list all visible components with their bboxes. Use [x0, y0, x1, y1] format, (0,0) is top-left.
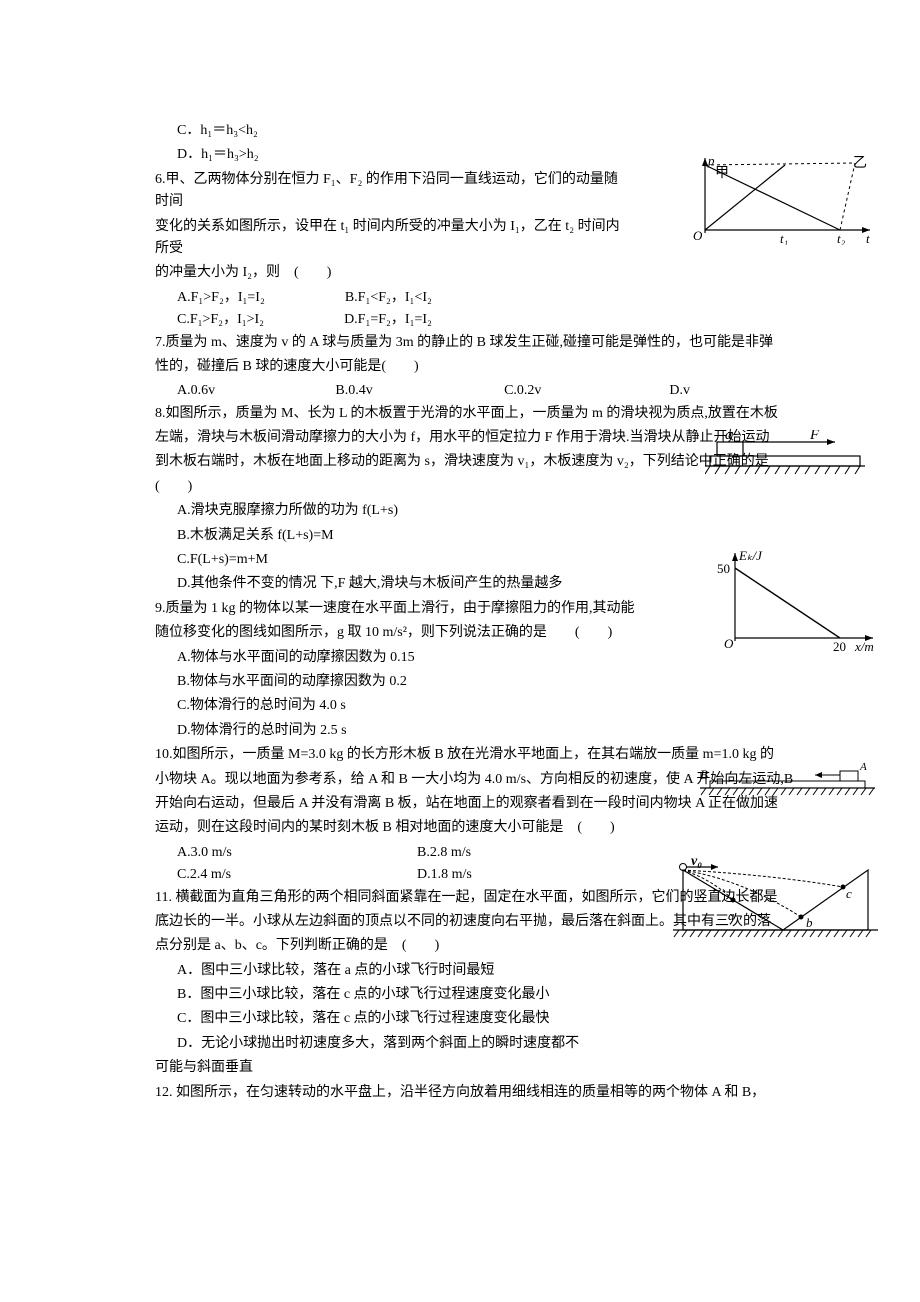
block-on-plank-diagram: B A — [700, 763, 875, 803]
svg-text:20: 20 — [833, 639, 846, 654]
svg-text:甲: 甲 — [715, 166, 729, 181]
q11-option-d2: 可能与斜面垂直 — [155, 1057, 800, 1079]
q6-stem-line1: 6.甲、乙两物体分别在恒力 F₁、F₂ 的作用下沿同一直线运动，它们的动量随时间 — [155, 169, 630, 214]
q11-option-d1: D．无论小球抛出时初速度多大，落到两个斜面上的瞬时速度都不 — [155, 1033, 675, 1055]
q9-option-c: C.物体滑行的总时间为 4.0 s — [155, 695, 800, 717]
q8-option-a: A.滑块克服摩擦力所做的功为 f(L+s) — [155, 500, 800, 522]
q11-diagram: v₀ a b c — [673, 855, 878, 958]
svg-text:x/m: x/m — [854, 639, 874, 654]
q6-diagram: 甲 乙 O t₁ t₂ t p — [690, 155, 875, 253]
q6-stem-line3: 的冲量大小为 I₂，则 ( ) — [155, 262, 630, 284]
q8-option-d: D.其他条件不变的情况 下,F 越大,滑块与木板间产生的热量越多 — [155, 573, 800, 595]
q7-options: A.0.6v B.0.4v C.0.2v D.v — [155, 380, 800, 402]
svg-text:a: a — [728, 908, 735, 923]
svg-text:a: a — [725, 430, 732, 443]
energy-distance-graph: 50 Eₖ/J O 20 x/m — [715, 548, 880, 658]
q7-stem-line1: 7.质量为 m、速度为 v 的 A 球与质量为 3m 的静止的 B 球发生正碰,… — [155, 332, 800, 354]
svg-text:t₁: t₁ — [780, 231, 788, 245]
q9-option-a: A.物体与水平面间的动摩擦因数为 0.15 — [155, 647, 800, 669]
svg-text:t: t — [866, 231, 870, 245]
svg-text:t₂: t₂ — [837, 231, 846, 245]
q6-options-row2: C.F₁>F₂，I₁>I₂ D.F₁=F₂，I₁=I₂ — [155, 309, 800, 331]
q6-options-row1: A.F₁>F₂，I₁=I₂ B.F₁<F₂，I₁<I₂ — [155, 287, 800, 309]
q10-option-c: C.2.4 m/s — [177, 864, 307, 886]
q7-option-a: A.0.6v — [177, 380, 225, 402]
q6-option-a: A.F₁>F₂，I₁=I₂ — [177, 287, 265, 309]
q10-option-a: A.3.0 m/s — [177, 842, 307, 864]
q6-stem-line2: 变化的关系如图所示，设甲在 t₁ 时间内所受的冲量大小为 I₁，乙在 t₂ 时间… — [155, 216, 630, 261]
q8-stem-line1: 8.如图所示，质量为 M、长为 L 的木板置于光滑的水平面上，一质量为 m 的滑… — [155, 403, 800, 425]
q11-option-c: C．图中三小球比较，落在 c 点的小球飞行过程速度变化最快 — [155, 1008, 675, 1030]
q7-option-b: B.0.4v — [335, 380, 394, 402]
text: D．h₁＝h₃>h₂ — [177, 147, 259, 162]
svg-text:p: p — [707, 155, 715, 168]
svg-text:A: A — [859, 763, 867, 773]
q11-option-a: A．图中三小球比较，落在 a 点的小球飞行时间最短 — [155, 960, 675, 982]
q6-option-b: B.F₁<F₂，I₁<I₂ — [345, 287, 432, 309]
q6-option-c: C.F₁>F₂，I₁>I₂ — [177, 309, 264, 331]
q7-stem-line2: 性的，碰撞后 B 球的速度大小可能是( ) — [155, 356, 800, 378]
q8-option-b: B.木板满足关系 f(L+s)=M — [155, 525, 800, 547]
q10-option-d: D.1.8 m/s — [417, 864, 472, 886]
q6-option-d: D.F₁=F₂，I₁=I₂ — [344, 309, 432, 331]
q12-stem-line1: 12. 如图所示，在匀速转动的水平盘上，沿半径方向放着用细线相连的质量相等的两个… — [155, 1082, 805, 1104]
svg-text:c: c — [846, 886, 852, 901]
text: C．h₁＝h₃<h₂ — [177, 123, 258, 138]
q7-option-c: C.0.2v — [504, 380, 559, 402]
svg-text:50: 50 — [717, 561, 730, 576]
svg-text:B: B — [700, 767, 708, 782]
q9-option-d: D.物体滑行的总时间为 2.5 s — [155, 720, 800, 742]
q7-option-d: D.v — [669, 380, 690, 402]
q8-stem-line4: ( ) — [155, 476, 800, 498]
q9-diagram: 50 Eₖ/J O 20 x/m — [715, 548, 880, 666]
q9-stem-line1: 9.质量为 1 kg 的物体以某一速度在水平面上滑行，由于摩擦阻力的作用,其动能 — [155, 598, 650, 620]
q5-option-c: C．h₁＝h₃<h₂ — [155, 120, 800, 142]
momentum-time-graph: 甲 乙 O t₁ t₂ t p — [690, 155, 875, 245]
svg-text:F: F — [809, 430, 820, 443]
q8-diagram: a F — [705, 430, 870, 493]
svg-text:b: b — [806, 915, 813, 930]
block-on-board-diagram: a F — [705, 430, 870, 485]
svg-text:O: O — [724, 636, 734, 651]
svg-text:乙: 乙 — [853, 155, 867, 171]
triangle-projectile-diagram: v₀ a b c — [673, 855, 878, 950]
q10-option-b: B.2.8 m/s — [417, 842, 471, 864]
q10-diagram: B A — [700, 763, 875, 811]
q11-option-b: B．图中三小球比较，落在 c 点的小球飞行过程速度变化最小 — [155, 984, 675, 1006]
svg-text:Eₖ/J: Eₖ/J — [738, 548, 763, 563]
q8-stem-line3: 到木板右端时，木板在地面上移动的距离为 s，滑块速度为 v₁，木板速度为 v₂，… — [155, 451, 800, 473]
q9-option-b: B.物体与水平面间的动摩擦因数为 0.2 — [155, 671, 800, 693]
q8-stem-line2: 左端，滑块与木板间滑动摩擦力的大小为 f，用水平的恒定拉力 F 作用于滑块.当滑… — [155, 427, 800, 449]
q10-stem-line4: 运动，则在这段时间内的某时刻木板 B 相对地面的速度大小可能是 ( ) — [155, 817, 800, 839]
svg-text:O: O — [693, 228, 703, 243]
q9-stem-line2: 随位移变化的图线如图所示，g 取 10 m/s²，则下列说法正确的是 ( ) — [155, 622, 650, 644]
q8-option-c: C.F(L+s)=m+M — [155, 549, 800, 571]
svg-text:v₀: v₀ — [691, 855, 702, 869]
